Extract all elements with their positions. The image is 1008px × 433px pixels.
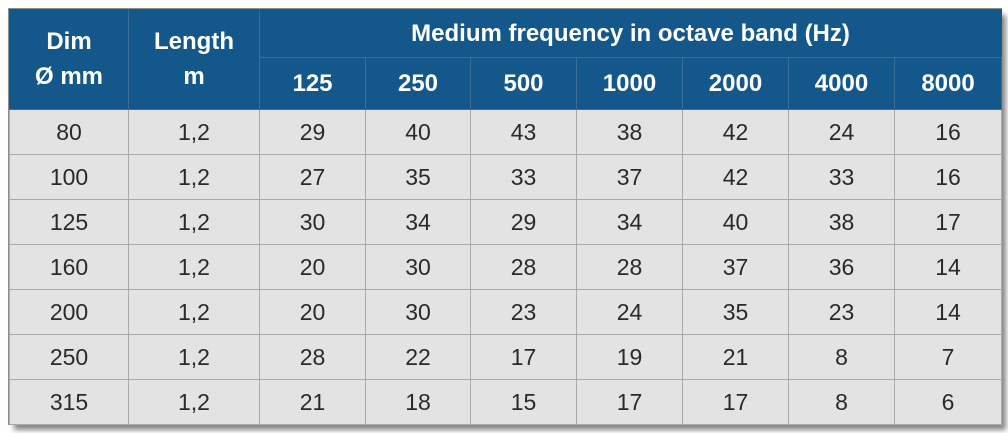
cell-dim: 250 — [9, 334, 129, 380]
cell-dim: 160 — [9, 244, 129, 290]
cell-value: 28 — [576, 244, 683, 290]
cell-value: 17 — [470, 334, 577, 380]
cell-value: 34 — [576, 199, 683, 245]
cell-value: 14 — [893, 289, 1003, 335]
cell-dim: 200 — [9, 289, 129, 335]
cell-value: 16 — [893, 154, 1003, 200]
cell-length: 1,2 — [128, 334, 260, 380]
cell-value: 17 — [682, 379, 789, 425]
header-row-group: Dim Ø mm Length m Medium frequency in oc… — [9, 9, 1003, 110]
cell-length: 1,2 — [128, 154, 260, 200]
cell-value: 42 — [682, 154, 789, 200]
cell-value: 24 — [788, 109, 895, 155]
table-row: 100 1,2 27 35 33 37 42 33 16 — [9, 154, 1003, 200]
col-header-dim-line1: Dim — [46, 27, 92, 55]
cell-value: 8 — [788, 379, 895, 425]
cell-value: 37 — [682, 244, 789, 290]
col-header-length: Length m — [128, 9, 260, 110]
cell-dim: 315 — [9, 379, 129, 425]
table-row: 315 1,2 21 18 15 17 17 8 6 — [9, 379, 1003, 425]
cell-value: 37 — [576, 154, 683, 200]
cell-dim: 125 — [9, 199, 129, 245]
col-header-frequency-group: Medium frequency in octave band (Hz) — [258, 9, 1003, 58]
cell-value: 35 — [682, 289, 789, 335]
col-header-length-line1: Length — [154, 27, 234, 55]
table-row: 80 1,2 29 40 43 38 42 24 16 — [9, 109, 1003, 155]
cell-value: 16 — [893, 109, 1003, 155]
col-header-freq-1000: 1000 — [576, 57, 683, 110]
cell-value: 21 — [682, 334, 789, 380]
cell-value: 42 — [682, 109, 789, 155]
cell-length: 1,2 — [128, 199, 260, 245]
cell-value: 33 — [470, 154, 577, 200]
cell-value: 21 — [259, 379, 366, 425]
cell-value: 28 — [259, 334, 366, 380]
cell-value: 28 — [470, 244, 577, 290]
cell-value: 23 — [470, 289, 577, 335]
table-header: Dim Ø mm Length m Medium frequency in oc… — [9, 9, 1003, 110]
cell-value: 20 — [259, 289, 366, 335]
cell-value: 30 — [365, 289, 471, 335]
cell-value: 20 — [259, 244, 366, 290]
cell-value: 17 — [576, 379, 683, 425]
cell-value: 35 — [365, 154, 471, 200]
col-header-dim: Dim Ø mm — [9, 9, 129, 110]
cell-length: 1,2 — [128, 379, 260, 425]
cell-value: 27 — [259, 154, 366, 200]
table-row: 250 1,2 28 22 17 19 21 8 7 — [9, 334, 1003, 380]
cell-value: 40 — [365, 109, 471, 155]
cell-value: 18 — [365, 379, 471, 425]
cell-value: 40 — [682, 199, 789, 245]
cell-value: 34 — [365, 199, 471, 245]
cell-value: 30 — [365, 244, 471, 290]
cell-value: 22 — [365, 334, 471, 380]
col-header-freq-2000: 2000 — [682, 57, 789, 110]
cell-value: 23 — [788, 289, 895, 335]
cell-value: 30 — [259, 199, 366, 245]
col-header-freq-125: 125 — [259, 57, 366, 110]
cell-dim: 80 — [9, 109, 129, 155]
col-header-length-line2: m — [183, 62, 205, 90]
cell-value: 19 — [576, 334, 683, 380]
cell-value: 36 — [788, 244, 895, 290]
cell-length: 1,2 — [128, 289, 260, 335]
cell-value: 38 — [788, 199, 895, 245]
attenuation-table: Dim Ø mm Length m Medium frequency in oc… — [8, 8, 1003, 425]
table-body: 80 1,2 29 40 43 38 42 24 16 100 1,2 27 3… — [9, 109, 1003, 425]
cell-value: 15 — [470, 379, 577, 425]
col-header-freq-8000: 8000 — [893, 57, 1003, 110]
cell-value: 29 — [470, 199, 577, 245]
table-row: 125 1,2 30 34 29 34 40 38 17 — [9, 199, 1003, 245]
cell-value: 38 — [576, 109, 683, 155]
col-header-dim-line2: Ø mm — [34, 62, 103, 90]
cell-length: 1,2 — [128, 109, 260, 155]
cell-value: 24 — [576, 289, 683, 335]
header-row-frequencies: 125 250 500 1000 2000 4000 8000 — [10, 57, 1003, 110]
data-table: Dim Ø mm Length m Medium frequency in oc… — [9, 9, 1003, 425]
cell-value: 29 — [259, 109, 366, 155]
cell-value: 17 — [893, 199, 1003, 245]
col-header-freq-500: 500 — [470, 57, 577, 110]
cell-value: 8 — [788, 334, 895, 380]
cell-value: 43 — [470, 109, 577, 155]
cell-value: 14 — [893, 244, 1003, 290]
cell-value: 33 — [788, 154, 895, 200]
cell-value: 7 — [893, 334, 1003, 380]
cell-value: 6 — [893, 379, 1003, 425]
table-row: 160 1,2 20 30 28 28 37 36 14 — [9, 244, 1003, 290]
col-header-freq-250: 250 — [365, 57, 471, 110]
table-row: 200 1,2 20 30 23 24 35 23 14 — [9, 289, 1003, 335]
cell-dim: 100 — [9, 154, 129, 200]
cell-length: 1,2 — [128, 244, 260, 290]
col-header-freq-4000: 4000 — [788, 57, 895, 110]
